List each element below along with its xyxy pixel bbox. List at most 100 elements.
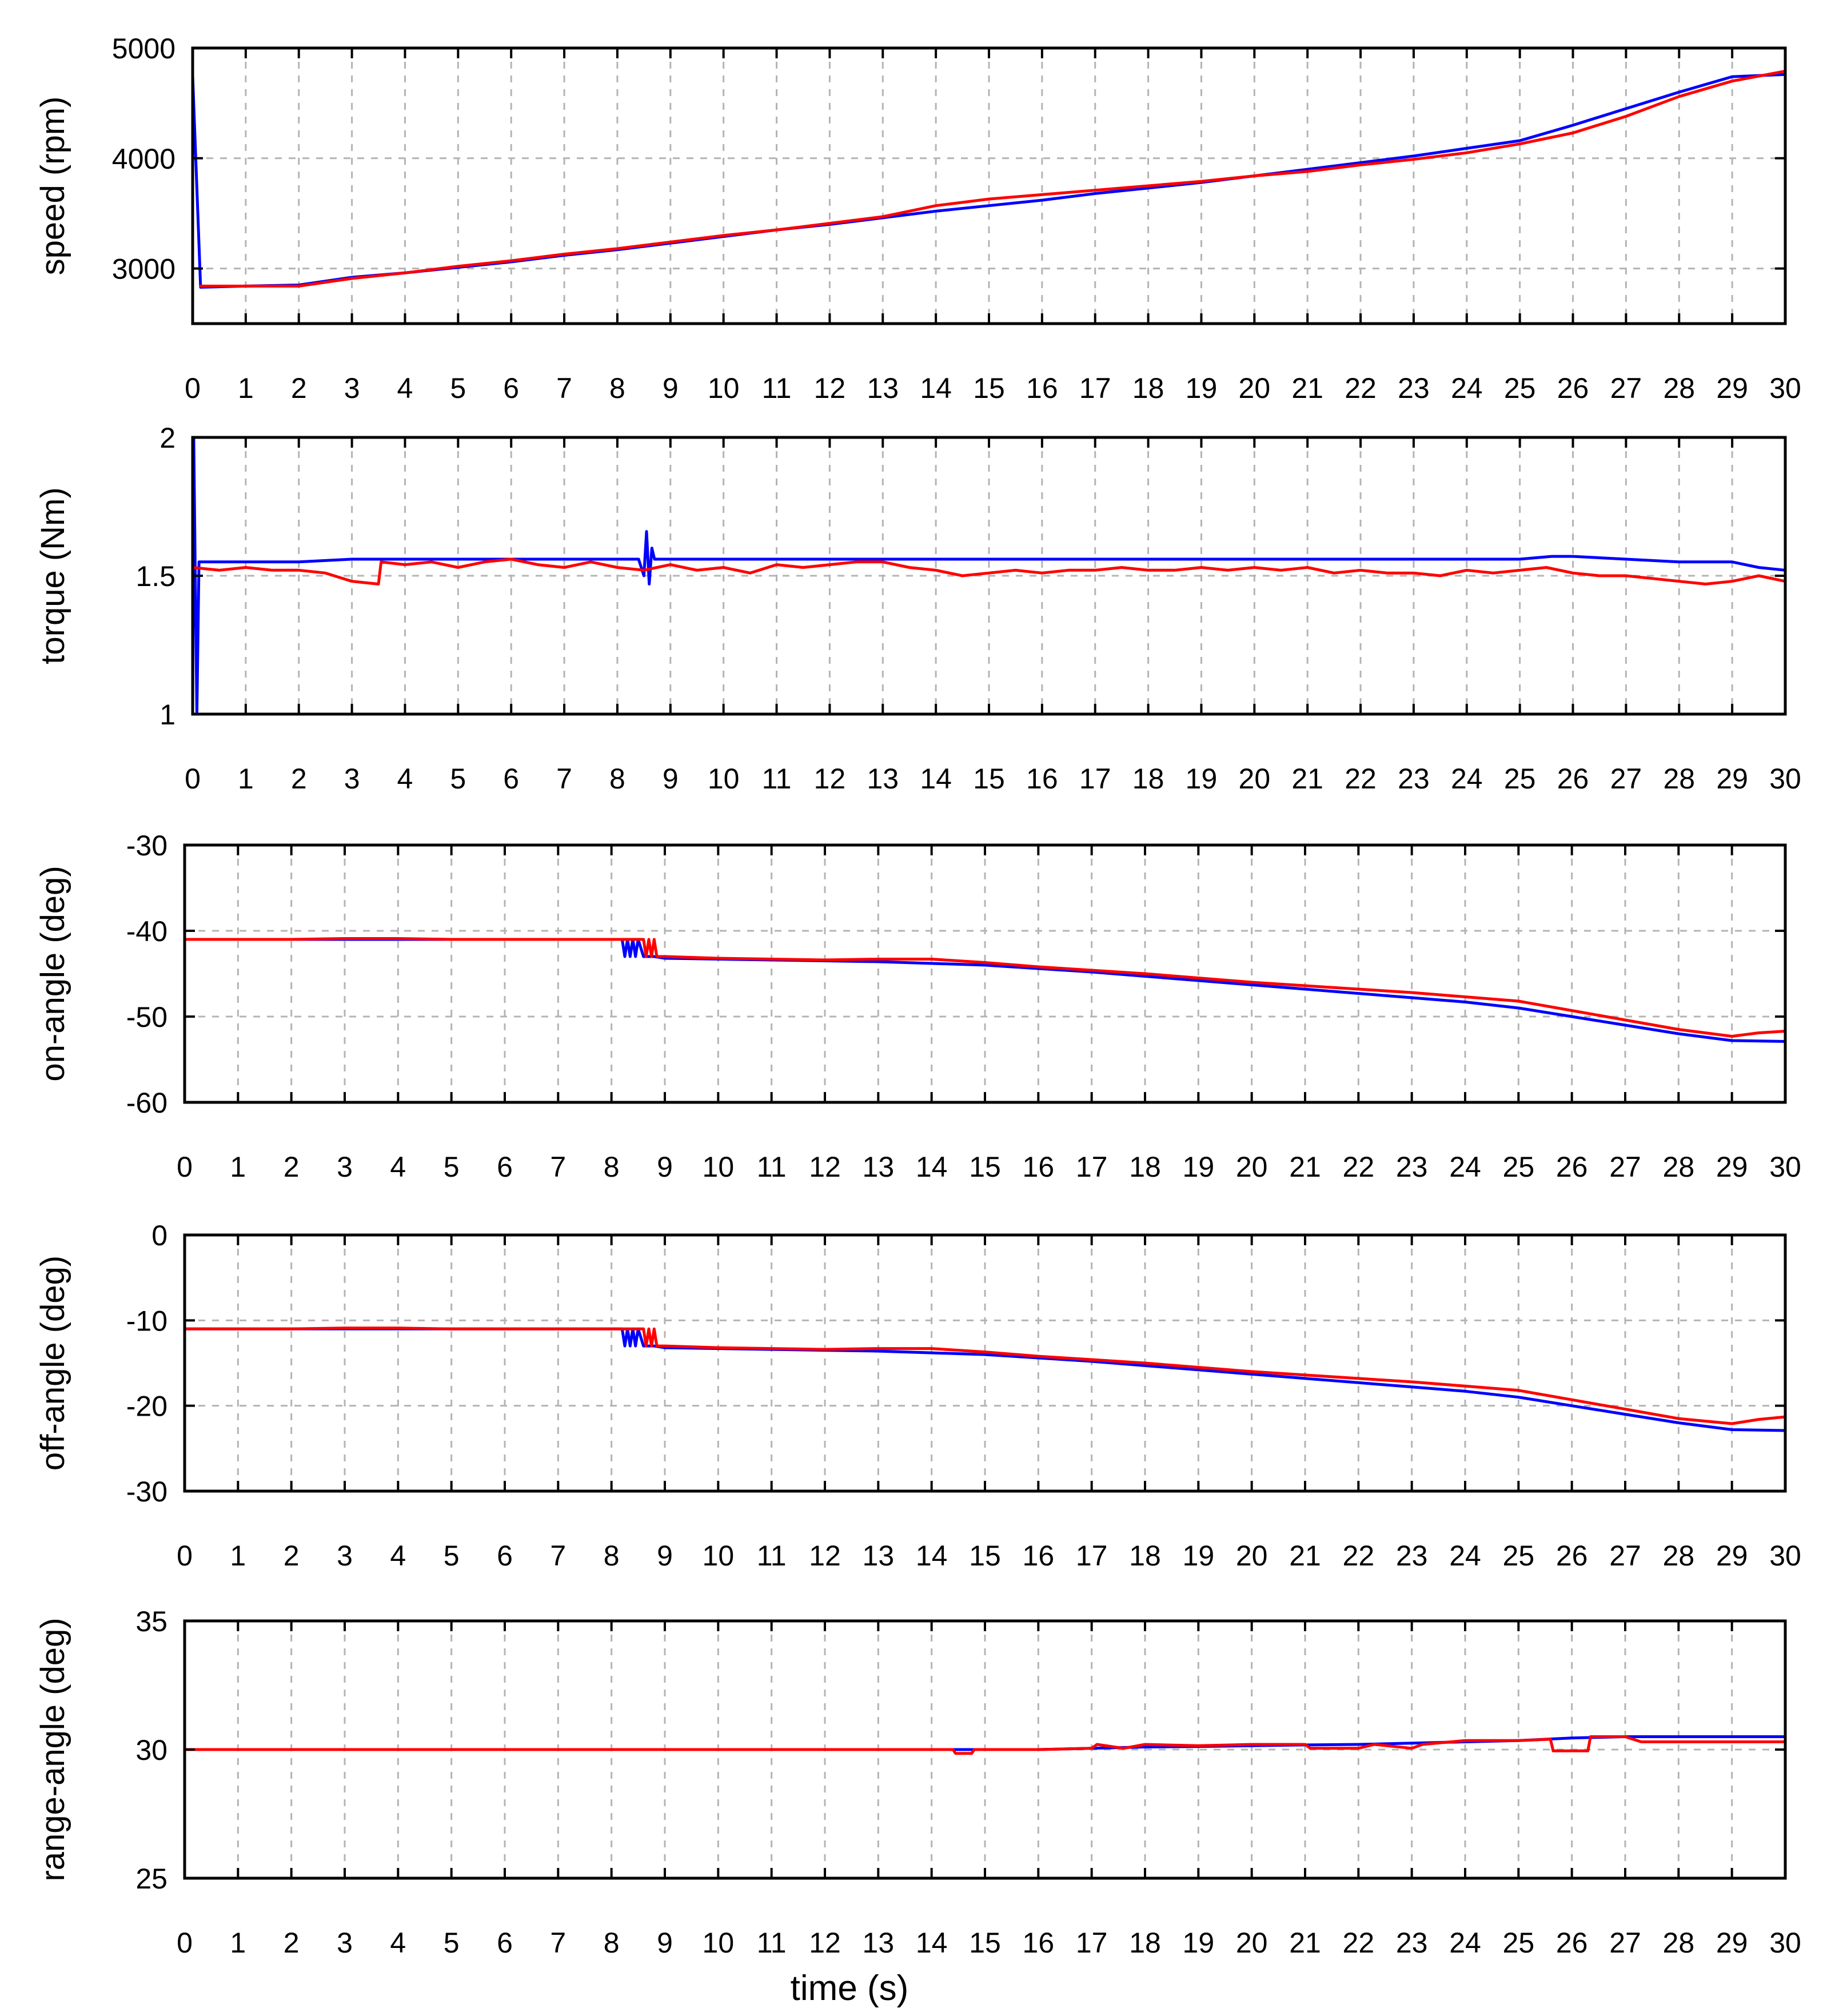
x-tick-label: 4 xyxy=(390,1151,406,1183)
x-tick-label: 28 xyxy=(1663,763,1695,795)
x-tick-label: 1 xyxy=(238,372,254,404)
x-tick-label: 4 xyxy=(390,1540,406,1572)
x-tick-label: 15 xyxy=(973,372,1005,404)
x-tick-label: 0 xyxy=(185,763,201,795)
x-tick-label: 11 xyxy=(762,372,792,404)
y-tick-label: 35 xyxy=(135,1605,167,1637)
x-tick-label: 18 xyxy=(1132,372,1164,404)
x-tick-label: 29 xyxy=(1716,763,1748,795)
x-tick-label: 3 xyxy=(337,1540,353,1572)
x-tick-label: 16 xyxy=(1026,372,1058,404)
x-tick-label: 26 xyxy=(1556,1540,1588,1572)
x-tick-label: 20 xyxy=(1236,1151,1268,1183)
y-axis-label: off-angle (deg) xyxy=(34,1256,71,1471)
x-tick-label: 5 xyxy=(444,1927,460,1959)
x-tick-label: 29 xyxy=(1716,1151,1748,1183)
y-tick-label: 4000 xyxy=(112,143,175,175)
x-tick-label: 30 xyxy=(1769,1927,1801,1959)
panel-1: 0 1 2 3 4 5 6 7 8 9 10 11 12 13 14 15 16 17 18 19 20 21 22 23 24… xyxy=(34,33,1801,404)
x-tick-label: 20 xyxy=(1239,372,1271,404)
y-tick-label: -20 xyxy=(126,1391,167,1423)
x-tick-label: 29 xyxy=(1716,372,1748,404)
x-tick-label: 6 xyxy=(497,1540,513,1572)
x-tick-label: 16 xyxy=(1026,763,1058,795)
x-tick-label: 11 xyxy=(757,1151,787,1183)
x-tick-label: 14 xyxy=(916,1151,948,1183)
y-axis-label: on-angle (deg) xyxy=(34,866,71,1081)
x-tick-label: 20 xyxy=(1236,1927,1268,1959)
x-tick-label: 1 xyxy=(230,1151,246,1183)
x-tick-label: 24 xyxy=(1451,372,1483,404)
x-tick-label: 8 xyxy=(604,1927,620,1959)
x-tick-label: 2 xyxy=(284,1540,300,1572)
x-tick-label: 8 xyxy=(609,372,625,404)
x-tick-label: 25 xyxy=(1503,1540,1535,1572)
x-tick-label: 21 xyxy=(1291,372,1323,404)
x-tick-label: 2 xyxy=(291,763,307,795)
x-tick-label: 4 xyxy=(390,1927,406,1959)
x-tick-label: 3 xyxy=(337,1927,353,1959)
x-tick-label: 5 xyxy=(444,1540,460,1572)
x-tick-label: 18 xyxy=(1132,763,1164,795)
x-axis-label: time (s) xyxy=(791,1969,909,2008)
series-line-measured xyxy=(199,70,1787,288)
y-tick-label: 5000 xyxy=(112,33,175,65)
x-tick-label: 22 xyxy=(1345,763,1377,795)
x-tick-label: 4 xyxy=(397,763,413,795)
x-tick-label: 9 xyxy=(663,372,679,404)
y-tick-label: 30 xyxy=(135,1734,167,1766)
y-tick-label: -10 xyxy=(126,1305,167,1337)
x-tick-label: 27 xyxy=(1609,1540,1641,1572)
x-tick-label: 12 xyxy=(814,763,846,795)
x-tick-label: 6 xyxy=(497,1151,513,1183)
x-tick-label: 21 xyxy=(1289,1540,1321,1572)
x-tick-label: 10 xyxy=(703,1540,735,1572)
x-tick-label: 26 xyxy=(1556,1927,1588,1959)
x-tick-label: 18 xyxy=(1129,1540,1161,1572)
y-axis-label: torque (Nm) xyxy=(34,487,71,664)
x-tick-label: 1 xyxy=(230,1540,246,1572)
x-tick-label: 13 xyxy=(863,1927,895,1959)
x-tick-label: 21 xyxy=(1289,1927,1321,1959)
series-line-measured xyxy=(191,557,1787,585)
x-tick-label: 0 xyxy=(185,372,201,404)
panel-4: 0 1 2 3 4 5 6 7 8 9 10 11 12 13 14 15 16 17 18 19 20 21 22 23 24… xyxy=(34,1220,1801,1572)
x-tick-label: 26 xyxy=(1557,372,1589,404)
x-tick-label: 30 xyxy=(1769,1540,1801,1572)
x-tick-label: 17 xyxy=(1076,1540,1108,1572)
x-tick-label: 24 xyxy=(1451,763,1483,795)
x-tick-label: 3 xyxy=(337,1151,353,1183)
x-tick-label: 9 xyxy=(657,1540,673,1572)
x-tick-label: 21 xyxy=(1291,763,1323,795)
x-tick-label: 15 xyxy=(969,1151,1001,1183)
x-tick-label: 7 xyxy=(556,763,572,795)
x-tick-label: 7 xyxy=(550,1151,566,1183)
x-tick-label: 30 xyxy=(1769,763,1801,795)
x-tick-label: 11 xyxy=(757,1540,787,1572)
x-tick-label: 5 xyxy=(450,372,466,404)
series-line-measured xyxy=(183,1735,1787,1755)
x-tick-label: 3 xyxy=(344,763,360,795)
x-tick-label: 29 xyxy=(1716,1540,1748,1572)
y-axis-label: range-angle (deg) xyxy=(34,1617,71,1881)
x-tick-label: 12 xyxy=(809,1151,841,1183)
panel-2: 0 1 2 3 4 5 6 7 8 9 10 11 12 13 14 15 16 17 18 19 20 21 22 23 24… xyxy=(34,422,1801,795)
x-tick-label: 25 xyxy=(1504,763,1536,795)
x-tick-label: 7 xyxy=(550,1927,566,1959)
x-tick-label: 13 xyxy=(867,763,899,795)
x-tick-label: 22 xyxy=(1343,1540,1375,1572)
x-tick-label: 24 xyxy=(1449,1151,1481,1183)
y-tick-label: -30 xyxy=(126,830,167,862)
x-tick-label: 4 xyxy=(397,372,413,404)
x-tick-label: 27 xyxy=(1610,763,1642,795)
x-tick-label: 28 xyxy=(1663,372,1695,404)
x-tick-label: 23 xyxy=(1396,1151,1428,1183)
x-tick-label: 15 xyxy=(969,1927,1001,1959)
y-axis-label: speed (rpm) xyxy=(34,97,71,276)
x-tick-label: 11 xyxy=(757,1927,787,1959)
y-tick-label: -30 xyxy=(126,1476,167,1508)
x-tick-label: 10 xyxy=(708,763,740,795)
panel-3: 0 1 2 3 4 5 6 7 8 9 10 11 12 13 14 15 16 17 18 19 20 21 22 23 24… xyxy=(34,830,1801,1183)
x-tick-label: 14 xyxy=(920,372,952,404)
series-line-measured xyxy=(183,1326,1787,1425)
